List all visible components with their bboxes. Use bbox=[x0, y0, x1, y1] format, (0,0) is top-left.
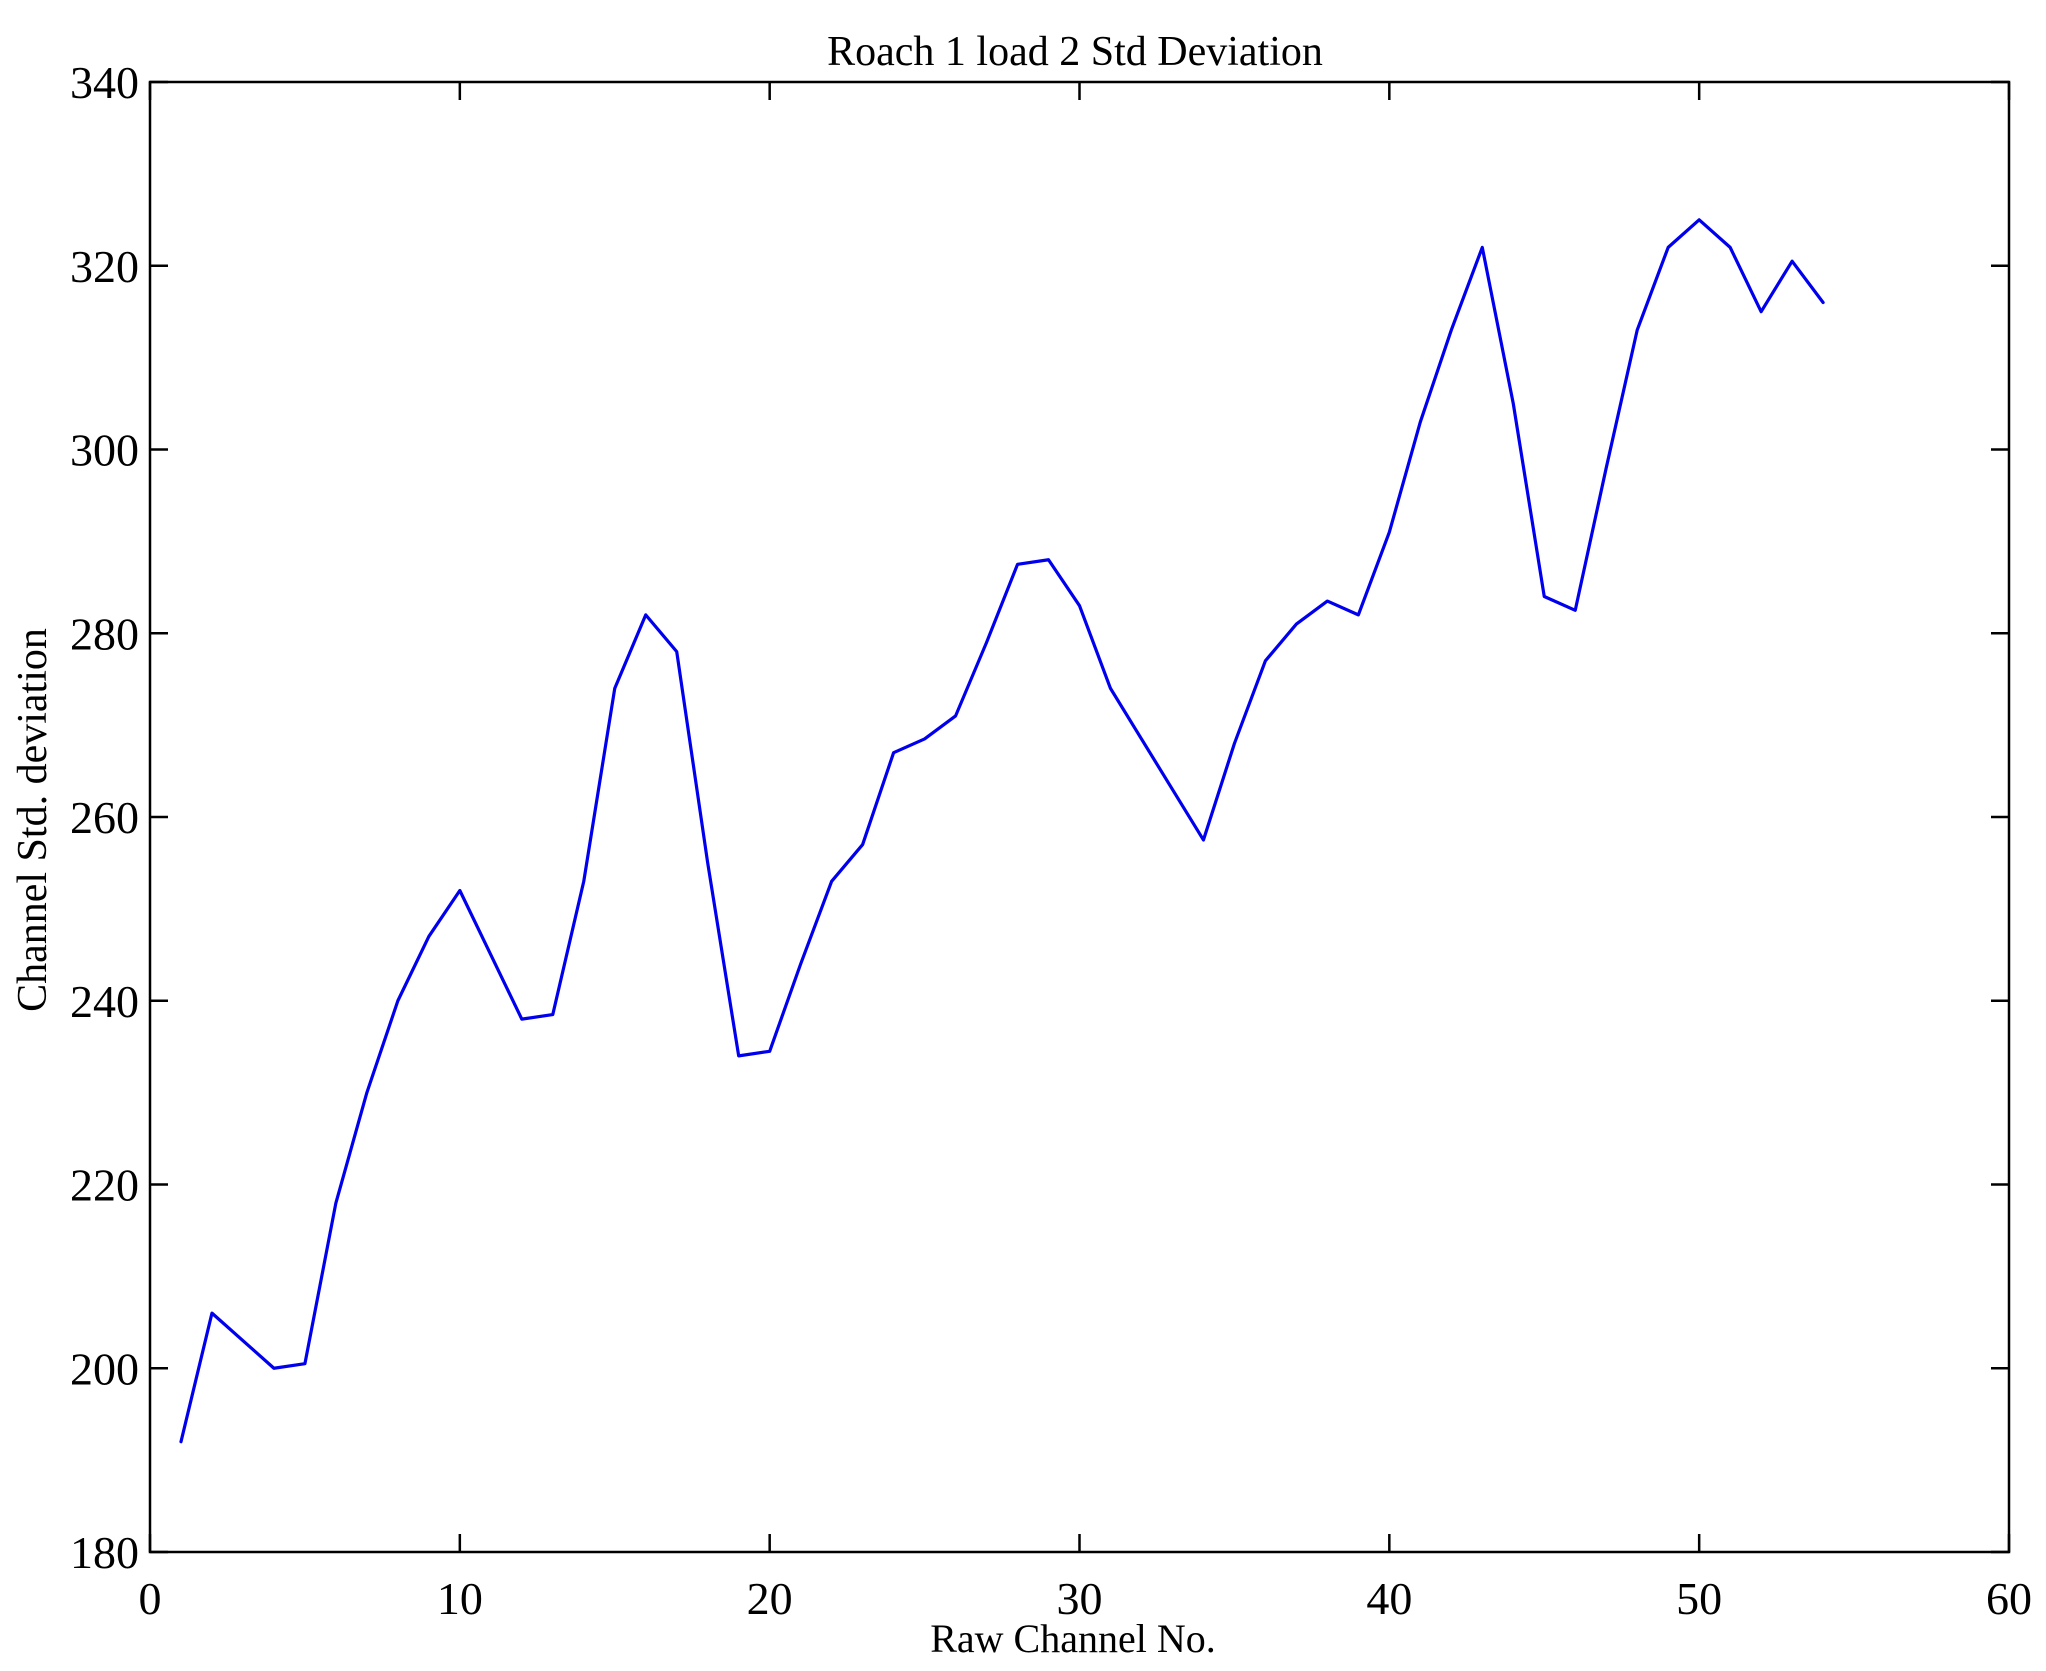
svg-text:300: 300 bbox=[70, 425, 139, 476]
svg-text:10: 10 bbox=[437, 1573, 483, 1624]
svg-text:200: 200 bbox=[70, 1343, 139, 1394]
svg-text:20: 20 bbox=[747, 1573, 793, 1624]
svg-text:320: 320 bbox=[70, 241, 139, 292]
svg-text:40: 40 bbox=[1366, 1573, 1412, 1624]
svg-text:280: 280 bbox=[70, 608, 139, 659]
svg-text:60: 60 bbox=[1986, 1573, 2032, 1624]
svg-text:220: 220 bbox=[70, 1160, 139, 1211]
svg-text:340: 340 bbox=[70, 57, 139, 108]
svg-text:240: 240 bbox=[70, 976, 139, 1027]
svg-text:180: 180 bbox=[70, 1527, 139, 1578]
svg-text:30: 30 bbox=[1057, 1573, 1103, 1624]
svg-text:260: 260 bbox=[70, 792, 139, 843]
svg-text:50: 50 bbox=[1676, 1573, 1722, 1624]
svg-text:0: 0 bbox=[139, 1573, 162, 1624]
